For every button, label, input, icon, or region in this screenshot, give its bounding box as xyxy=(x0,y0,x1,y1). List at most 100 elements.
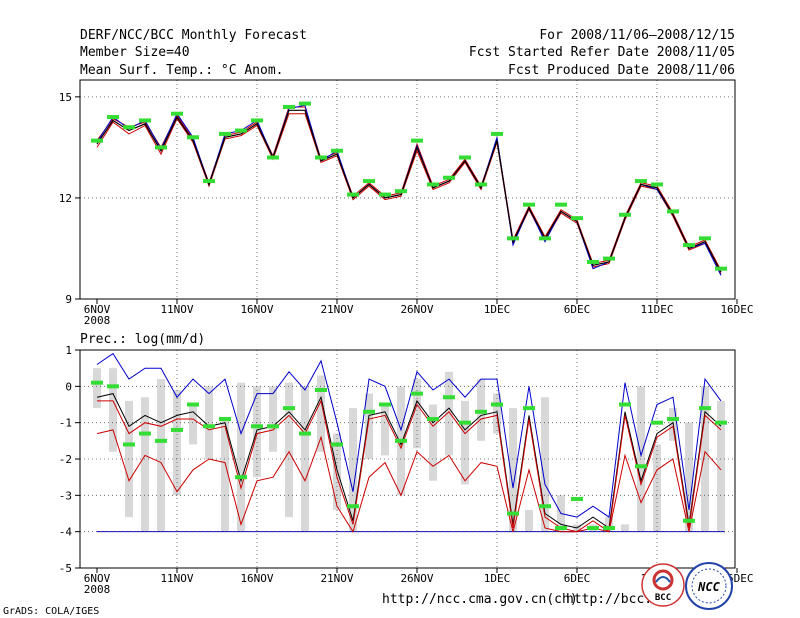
y-tick-label: -2 xyxy=(59,453,72,466)
series-line-blue xyxy=(96,104,722,276)
obs-marker xyxy=(427,417,439,422)
x-tick-label: 26NOV xyxy=(400,303,433,316)
obs-marker xyxy=(619,402,631,407)
obs-marker xyxy=(155,438,167,443)
obs-marker xyxy=(315,155,327,160)
obs-marker xyxy=(315,387,327,392)
obs-marker xyxy=(91,380,103,385)
series-line-red-lower xyxy=(96,429,722,533)
ncc-logo-text: NCC xyxy=(697,580,720,594)
x-tick-label: 11NOV xyxy=(160,303,193,316)
obs-marker xyxy=(587,259,599,264)
obs-marker xyxy=(715,420,727,425)
obs-marker xyxy=(155,145,167,150)
x-tick-label: 6DEC xyxy=(564,572,591,585)
y-tick-label: -4 xyxy=(59,526,73,539)
obs-marker xyxy=(411,138,423,143)
obs-marker xyxy=(203,424,215,429)
obs-marker xyxy=(235,475,247,480)
header-started: Fcst Started Refer Date 2008/11/05 xyxy=(469,45,735,60)
obs-marker xyxy=(331,148,343,153)
obs-marker xyxy=(235,128,247,133)
obs-marker xyxy=(171,427,183,432)
x-tick-sublabel: 2008 xyxy=(84,583,111,596)
obs-marker xyxy=(251,118,263,123)
obs-marker xyxy=(683,243,695,248)
obs-marker xyxy=(651,420,663,425)
temperature-observations xyxy=(91,101,727,271)
spread-bar xyxy=(333,433,341,510)
x-tick-sublabel: 2008 xyxy=(84,314,111,327)
spread-bar xyxy=(653,444,661,532)
header-title: DERF/NCC/BCC Monthly Forecast xyxy=(80,28,307,43)
obs-marker xyxy=(347,192,359,197)
obs-marker xyxy=(667,417,679,422)
obs-marker xyxy=(523,406,535,411)
obs-marker xyxy=(363,409,375,414)
y-tick-label: 0 xyxy=(65,380,72,393)
obs-marker xyxy=(171,111,183,116)
x-tick-label: 21NOV xyxy=(320,572,353,585)
obs-marker xyxy=(427,182,439,187)
x-tick-label: 6NOV xyxy=(84,303,111,316)
obs-marker xyxy=(491,402,503,407)
obs-marker xyxy=(203,179,215,184)
y-tick-label: 12 xyxy=(59,192,72,205)
obs-marker xyxy=(523,202,535,207)
bcc-logo: BCC xyxy=(641,563,685,607)
obs-marker xyxy=(251,424,263,429)
obs-marker xyxy=(411,391,423,396)
spread-bar xyxy=(365,393,373,459)
obs-marker xyxy=(507,511,519,516)
x-tick-label: 21NOV xyxy=(320,303,353,316)
obs-marker xyxy=(587,526,599,531)
precip-y-ticks: -5 -4 -3 -2 -1 0 1 xyxy=(59,344,80,575)
spread-bar xyxy=(189,404,197,445)
obs-marker xyxy=(107,384,119,389)
spread-bar xyxy=(285,382,293,518)
obs-marker xyxy=(699,406,711,411)
series-line-upper-red xyxy=(96,106,722,271)
y-tick-label: 15 xyxy=(59,91,72,104)
x-tick-label: 1DEC xyxy=(484,303,511,316)
precip-series xyxy=(96,352,722,533)
obs-marker xyxy=(139,118,151,123)
obs-marker xyxy=(539,236,551,241)
grads-credit: GrADS: COLA/IGES xyxy=(3,606,99,617)
y-tick-label: -3 xyxy=(59,489,72,502)
ncc-url[interactable]: http://ncc.cma.gov.cn(ch) xyxy=(382,592,578,607)
spread-bar xyxy=(621,524,629,532)
header-member-size: Member Size=40 xyxy=(80,45,190,60)
obs-marker xyxy=(379,192,391,197)
obs-marker xyxy=(443,175,455,180)
x-tick-label: 16DEC xyxy=(720,303,753,316)
spread-bar xyxy=(541,397,549,532)
spread-bar xyxy=(93,368,101,409)
precip-observations xyxy=(91,380,727,531)
x-tick-label: 6DEC xyxy=(564,303,591,316)
obs-marker xyxy=(491,131,503,136)
series-line-blue-upper xyxy=(96,352,722,518)
spread-bar xyxy=(445,371,453,456)
precip-panel-title: Prec.: log(mm/d) xyxy=(80,332,205,347)
spread-bar xyxy=(429,404,437,481)
spread-bar xyxy=(269,386,277,452)
obs-marker xyxy=(715,266,727,271)
spread-bar xyxy=(685,422,693,532)
bcc-url[interactable]: http://bcc. xyxy=(566,592,652,607)
obs-marker xyxy=(347,504,359,509)
bcc-logo-text: BCC xyxy=(655,593,671,603)
obs-marker xyxy=(331,442,343,447)
series-line-red-upper xyxy=(97,399,722,533)
obs-marker xyxy=(571,216,583,221)
spread-bar xyxy=(349,408,357,532)
obs-marker xyxy=(555,526,567,531)
obs-marker xyxy=(379,402,391,407)
obs-marker xyxy=(267,424,279,429)
obs-marker xyxy=(299,431,311,436)
x-tick-label: 6NOV xyxy=(84,572,111,585)
spread-bar xyxy=(525,509,533,532)
